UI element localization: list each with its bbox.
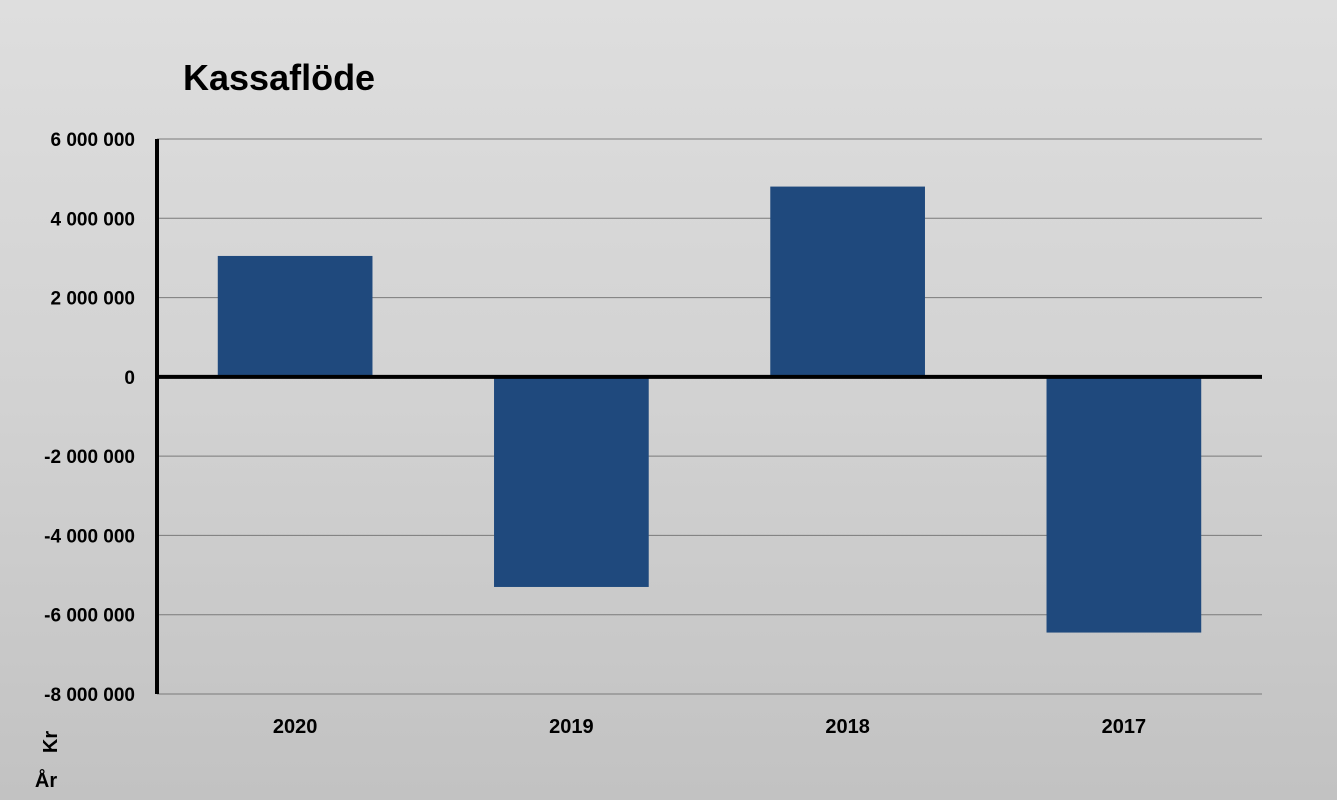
axes [155, 139, 1262, 694]
x-axis-title: År [35, 768, 57, 792]
bar-2020 [217, 255, 373, 377]
bar-2017 [1046, 376, 1202, 633]
x-tick-label-2020: 2020 [273, 716, 318, 738]
y-axis-title: Kr [40, 731, 62, 753]
y-tick-label: 4 000 000 [50, 209, 135, 230]
y-tick-label: 0 [124, 368, 135, 389]
x-tick-label-2019: 2019 [549, 716, 594, 738]
y-tick-label: -4 000 000 [44, 526, 135, 547]
y-tick-label: 2 000 000 [50, 289, 135, 310]
bars [217, 186, 1202, 633]
x-tick-label-2018: 2018 [825, 716, 870, 738]
chart-title: Kassaflöde [183, 57, 375, 98]
y-tick-labels: 6 000 000 4 000 000 2 000 000 0 -2 000 000 -4… [44, 130, 135, 706]
x-tick-label-2017: 2017 [1102, 716, 1147, 738]
x-category-labels: 2020 2019 2018 2017 [273, 716, 1146, 738]
y-tick-label: 6 000 000 [50, 130, 135, 151]
y-tick-label: -2 000 000 [44, 447, 135, 468]
bar-2019 [494, 376, 649, 587]
y-tick-label: -6 000 000 [44, 606, 135, 627]
y-tick-label: -8 000 000 [44, 685, 135, 706]
bar-2018 [770, 186, 925, 377]
